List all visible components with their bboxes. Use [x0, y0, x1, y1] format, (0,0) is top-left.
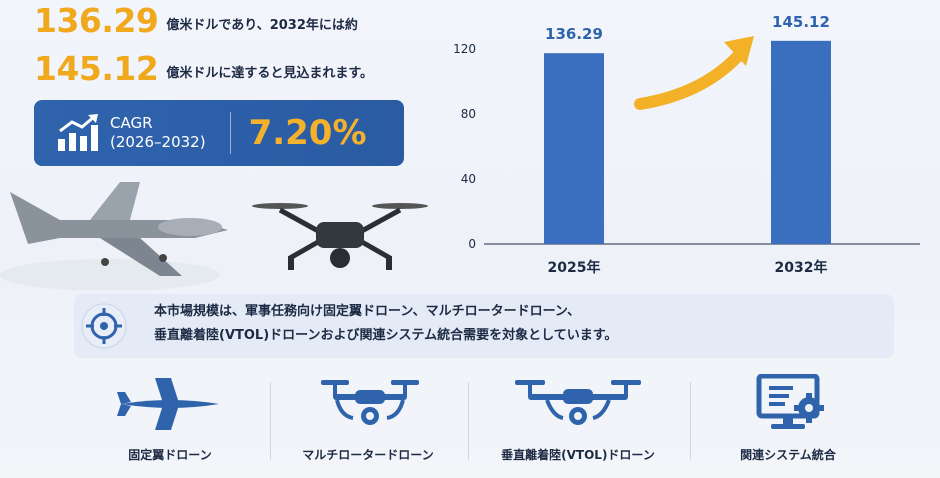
- headline-2032: 145.12 億米ドルに達すると見込まれます。: [34, 52, 373, 85]
- scope-description: 本市場規模は、軍事任務向け固定翼ドローン、マルチロータードローン、 垂直離着陸(…: [154, 300, 617, 348]
- y-tick-120: 120: [453, 42, 476, 56]
- market-size-chart: 0 40 80 120 136.29 145.12 2025年 2032年: [453, 13, 920, 276]
- target-icon: [81, 303, 127, 349]
- cagr-label: CAGR (2026–2032): [110, 114, 206, 152]
- cagr-divider: [229, 112, 231, 154]
- category-fixed-wing: [80, 374, 260, 438]
- category-label-multirotor: マルチロータードローン: [302, 448, 434, 462]
- headline-text-2032: 億米ドルに達すると見込まれます。: [166, 66, 374, 81]
- value-2025: 136.29: [34, 1, 159, 40]
- cagr-value: 7.20%: [248, 113, 367, 153]
- growth-arrow-icon: [634, 36, 754, 110]
- x-tick-2032: 2032年: [775, 259, 828, 276]
- cagr-period: (2026–2032): [110, 133, 206, 151]
- scope-info-box: 本市場規模は、軍事任務向け固定翼ドローン、マルチロータードローン、 垂直離着陸(…: [74, 294, 894, 358]
- multirotor-drone-icon: [321, 380, 419, 425]
- headline-2025: 136.29 億米ドルであり、2032年には約: [34, 4, 358, 37]
- bar-2025: [544, 53, 604, 244]
- system-integration-icon: [756, 373, 824, 429]
- headline-text-2025: 億米ドルであり、2032年には約: [166, 18, 358, 33]
- fixed-wing-uav-image: [10, 182, 228, 276]
- category-label-vtol: 垂直離着陸(VTOL)ドローン: [501, 448, 655, 462]
- category-label-system-integration: 関連システム統合: [740, 448, 836, 462]
- scope-line-1: 本市場規模は、軍事任務向け固定翼ドローン、マルチロータードローン、: [154, 304, 581, 319]
- category-vtol: [488, 374, 668, 438]
- cagr-title: CAGR: [110, 114, 153, 133]
- cagr-box: CAGR (2026–2032) 7.20%: [34, 100, 404, 166]
- category-divider: [690, 382, 691, 460]
- y-tick-80: 80: [461, 107, 476, 121]
- category-divider: [270, 382, 271, 460]
- y-axis: 0 40 80 120: [453, 42, 476, 251]
- quadcopter-image: [252, 203, 428, 270]
- y-tick-40: 40: [461, 172, 476, 186]
- category-label-fixed-wing: 固定翼ドローン: [128, 448, 212, 462]
- category-system-integration: [700, 373, 880, 438]
- data-label-2032: 145.12: [772, 13, 830, 31]
- y-tick-0: 0: [468, 237, 476, 251]
- data-label-2025: 136.29: [545, 25, 603, 43]
- category-multirotor: [280, 374, 460, 438]
- scope-line-2: 垂直離着陸(VTOL)ドローンおよび関連システム統合需要を対象としています。: [154, 328, 618, 343]
- fixed-wing-drone-icon: [117, 378, 219, 430]
- value-2032: 145.12: [34, 49, 159, 88]
- x-tick-2025: 2025年: [548, 259, 601, 276]
- vtol-drone-icon: [515, 380, 641, 425]
- bar-2032: [771, 40, 831, 244]
- category-divider: [468, 382, 469, 460]
- drone-illustration: [0, 182, 428, 290]
- growth-chart-icon: [58, 114, 98, 151]
